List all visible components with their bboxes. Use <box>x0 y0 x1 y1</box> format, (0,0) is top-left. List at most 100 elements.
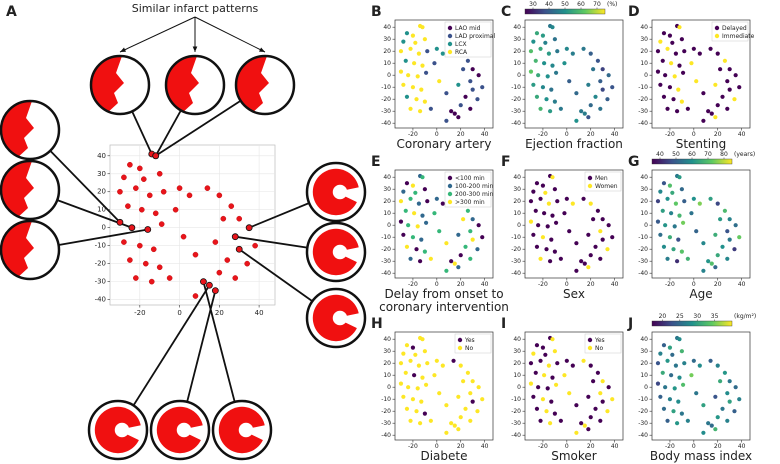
pattern-frame <box>305 221 367 283</box>
point <box>401 82 406 87</box>
point <box>127 161 133 168</box>
point <box>674 109 680 114</box>
point <box>452 111 457 116</box>
colorbar-label: 50 <box>561 1 569 8</box>
y-tick-label: 30 <box>640 36 648 43</box>
point <box>562 373 567 378</box>
panel-label: J <box>627 316 633 332</box>
y-tick-label: 10 <box>383 60 391 67</box>
point <box>538 196 543 201</box>
highlight-point <box>205 281 213 289</box>
point <box>536 223 541 228</box>
point <box>538 256 543 261</box>
point <box>468 418 473 423</box>
point <box>586 115 591 120</box>
point <box>694 391 699 396</box>
point <box>468 106 473 111</box>
y-tick-label: 10 <box>513 210 521 217</box>
x-tick-label: 0 <box>177 309 181 317</box>
point <box>658 232 663 237</box>
panel-title: Coronary artery <box>397 137 492 151</box>
point <box>550 175 555 180</box>
point <box>456 427 461 432</box>
panel-label: A <box>6 4 17 20</box>
point <box>665 106 670 111</box>
point <box>432 61 437 66</box>
point <box>542 211 547 216</box>
point <box>403 208 408 213</box>
point <box>661 181 667 186</box>
point <box>398 361 404 366</box>
point <box>677 337 682 342</box>
y-tick-label: 30 <box>640 348 648 355</box>
point <box>538 106 543 111</box>
infarct <box>236 56 269 114</box>
y-tick-label: 40 <box>383 174 391 181</box>
point <box>414 97 419 102</box>
legend-swatch <box>587 345 593 351</box>
point <box>440 51 445 56</box>
point <box>655 381 661 386</box>
point <box>408 418 413 423</box>
point <box>425 199 430 204</box>
y-tick-label: 10 <box>640 372 648 379</box>
point <box>658 351 663 356</box>
point <box>444 268 449 273</box>
legend-label: No <box>465 345 473 352</box>
colorbar-label: 80 <box>720 151 728 158</box>
point <box>127 257 133 263</box>
point <box>236 215 243 222</box>
point <box>550 25 555 30</box>
point <box>401 351 406 356</box>
point <box>655 219 661 224</box>
y-tick-label: 40 <box>513 336 521 343</box>
infarct-pattern <box>91 56 124 114</box>
legend-label: <100 min <box>455 175 485 182</box>
point <box>691 196 696 201</box>
point <box>737 397 742 402</box>
y-tick-label: -10 <box>511 234 521 241</box>
pattern-frame <box>164 54 226 116</box>
point <box>408 46 413 51</box>
point <box>152 210 159 217</box>
y-tick-label: -30 <box>638 258 648 265</box>
point <box>737 85 742 90</box>
legend-swatch <box>447 33 453 39</box>
point <box>538 358 543 363</box>
point <box>534 343 540 348</box>
point <box>419 237 424 242</box>
point <box>679 249 684 254</box>
point <box>673 51 679 56</box>
point <box>414 409 419 414</box>
point <box>449 421 454 426</box>
x-tick-label: 40 <box>611 443 619 450</box>
x-tick-label: 0 <box>435 131 439 138</box>
point <box>677 375 682 380</box>
point <box>425 361 430 366</box>
point <box>610 85 615 90</box>
y-tick-label: 0 <box>517 384 521 391</box>
point <box>534 244 540 249</box>
point <box>718 379 723 384</box>
point <box>600 237 605 242</box>
point <box>574 268 579 273</box>
pattern-frame <box>211 399 273 461</box>
point <box>593 244 598 249</box>
x-tick-label: -20 <box>538 443 548 450</box>
point <box>398 219 404 224</box>
point <box>555 49 560 54</box>
point <box>417 109 423 114</box>
y-tick-label: -30 <box>638 108 648 115</box>
colorbar-unit: (%) <box>607 1 617 8</box>
point <box>669 211 674 216</box>
point <box>546 201 552 206</box>
point <box>655 49 661 54</box>
x-tick-label: -20 <box>134 309 145 317</box>
highlight-point <box>116 218 124 226</box>
x-tick-label: 20 <box>457 443 465 450</box>
y-tick-label: 40 <box>513 24 521 31</box>
point <box>708 46 713 51</box>
point <box>232 275 239 281</box>
point <box>412 61 417 66</box>
point <box>536 385 541 390</box>
